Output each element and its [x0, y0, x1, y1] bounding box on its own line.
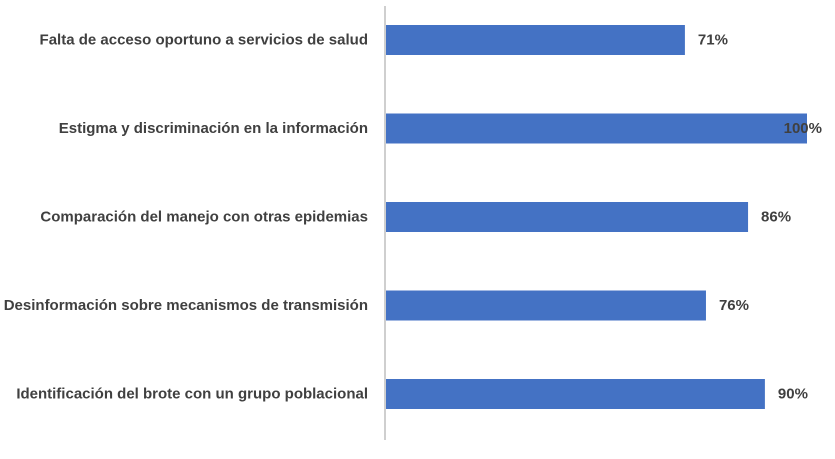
bar: [386, 202, 749, 232]
bar: [386, 113, 807, 144]
bars: [386, 25, 807, 409]
category-label: Falta de acceso oportuno a servicios de …: [40, 32, 368, 49]
category-label: Comparación del manejo con otras epidemi…: [40, 209, 368, 226]
bar: [386, 25, 685, 55]
category-label: Identificación del brote con un grupo po…: [16, 386, 368, 403]
data-label: 71%: [698, 32, 728, 49]
bar: [386, 379, 765, 409]
bar: [386, 290, 706, 321]
category-label: Desinformación sobre mecanismos de trans…: [4, 297, 368, 314]
data-label: 90%: [778, 386, 808, 403]
data-label: 76%: [719, 297, 749, 314]
category-labels: Falta de acceso oportuno a servicios de …: [4, 32, 368, 403]
data-label: 86%: [761, 209, 791, 226]
category-label: Estigma y discriminación en la informaci…: [59, 120, 368, 137]
data-label: 100%: [784, 120, 822, 137]
value-labels: 71% 100% 86% 76% 90%: [698, 32, 822, 403]
